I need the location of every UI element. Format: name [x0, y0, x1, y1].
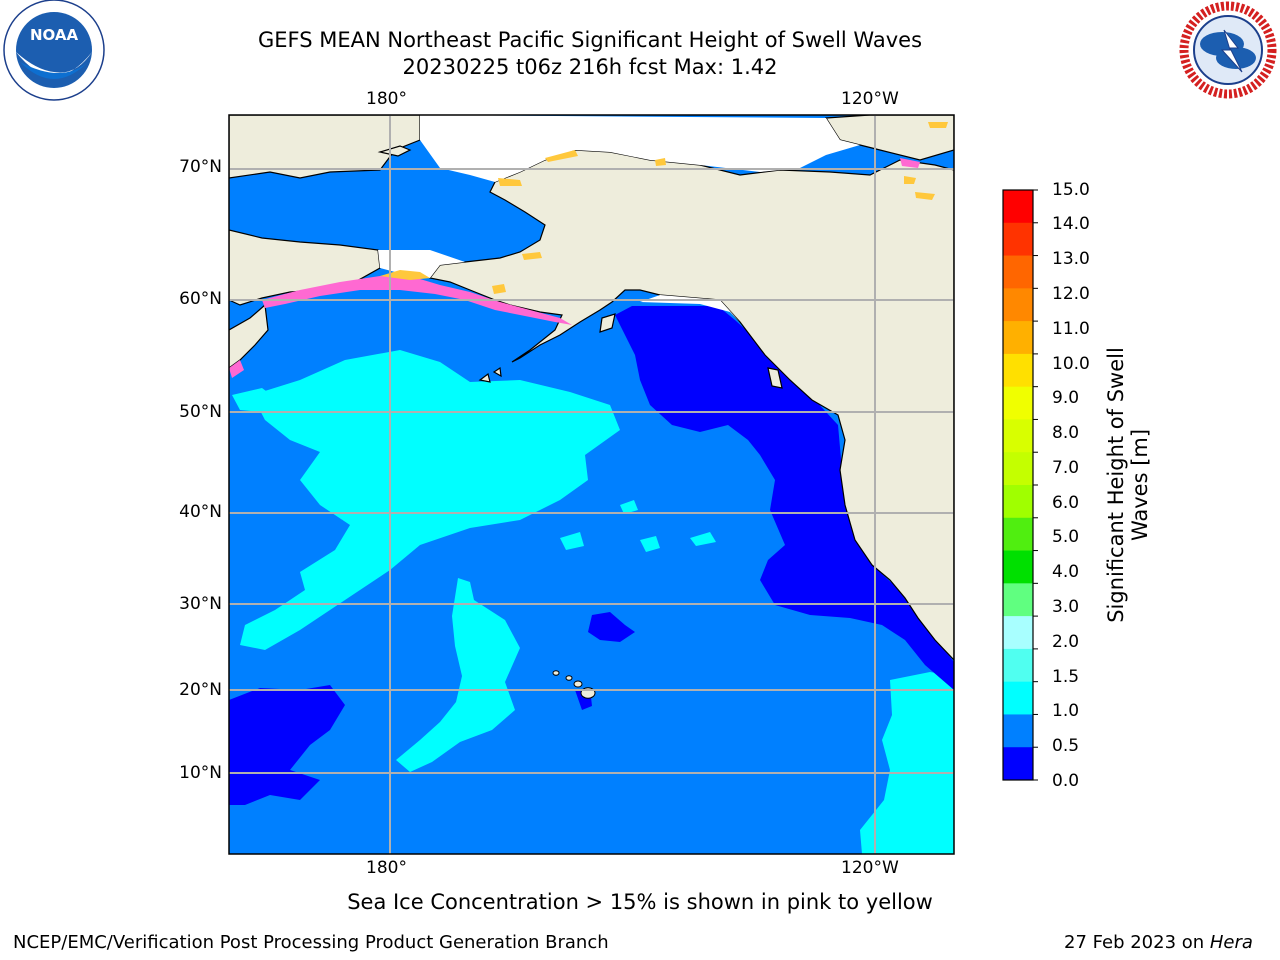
lat-label-40n: 40°N — [179, 502, 222, 522]
swell-region-below-0.5m — [588, 612, 635, 642]
swell-region-1to1.5m — [240, 350, 620, 650]
map-body — [229, 115, 954, 854]
colorbar-swatch — [1003, 386, 1033, 420]
colorbar-label: 0.0 — [1052, 771, 1080, 791]
colorbar-swatch — [1003, 419, 1033, 453]
colorbar-label: 1.5 — [1052, 667, 1080, 687]
landmass — [428, 149, 954, 363]
sea-ice-fringe — [498, 178, 522, 186]
colorbar-label: 15.0 — [1052, 180, 1090, 200]
landmass — [229, 303, 269, 369]
swell-region-1to1.5m — [560, 532, 584, 550]
colorbar-swatch — [1003, 190, 1033, 224]
colorbar-label: 7.0 — [1052, 458, 1080, 478]
sea-ice-fringe — [262, 276, 572, 325]
sea-ice-fringe — [522, 252, 542, 260]
chart-subtitle: 20230225 t06z 216h fcst Max: 1.42 — [402, 55, 778, 79]
colorbar-label: 2.0 — [1052, 632, 1080, 652]
colorbar-label: 9.0 — [1052, 388, 1080, 408]
colorbar-label: 8.0 — [1052, 423, 1080, 443]
lat-label-60n: 60°N — [179, 289, 222, 309]
swell-region-below-0.5m — [615, 306, 954, 690]
sea-ice-fringe — [380, 270, 430, 280]
svg-text:NOAA: NOAA — [30, 26, 79, 44]
lat-label-30n: 30°N — [179, 594, 222, 614]
colorbar-label: 13.0 — [1052, 249, 1090, 269]
colorbar-label: 10.0 — [1052, 354, 1090, 374]
sea-ice-fringe — [545, 150, 578, 162]
producer-credit: NCEP/EMC/Verification Post Processing Pr… — [13, 932, 609, 953]
colorbar-label: 0.5 — [1052, 736, 1080, 756]
no-data-area — [420, 115, 860, 182]
swell-region-1to1.5m — [396, 578, 520, 772]
sea-ice-fringe — [904, 176, 916, 184]
landmass — [377, 145, 412, 157]
sea-ice-fringe — [229, 360, 244, 378]
colorbar-swatch — [1003, 321, 1033, 355]
colorbar-swatch — [1003, 485, 1033, 519]
nws-logo — [1178, 0, 1278, 100]
lat-label-20n: 20°N — [179, 680, 222, 700]
colorbar-label: 3.0 — [1052, 597, 1080, 617]
colorbar-label: 4.0 — [1052, 562, 1080, 582]
colorbar-swatch — [1003, 288, 1033, 322]
swell-region-1to1.5m — [620, 500, 638, 514]
sea-ice-fringe — [915, 192, 935, 200]
colorbar-label: 5.0 — [1052, 527, 1080, 547]
swell-region-1to1.5m — [640, 536, 660, 552]
colorbar-label: 11.0 — [1052, 319, 1090, 339]
lon-label-top-180: 180° — [366, 89, 407, 109]
swell-region-below-0.5m — [660, 400, 690, 418]
colorbar-swatch — [1003, 583, 1033, 617]
lon-label-top-120w: 120°W — [841, 89, 899, 109]
colorbar-swatch — [1003, 714, 1033, 748]
swell-region-below-0.5m — [229, 685, 345, 805]
sea-ice-note: Sea Ice Concentration > 15% is shown in … — [347, 890, 933, 914]
lon-label-bottom-120w: 120°W — [841, 858, 899, 878]
colorbar-swatch — [1003, 353, 1033, 388]
hawaii-island — [573, 680, 583, 688]
swell-region-1to1.5m — [690, 532, 716, 546]
colorbar-label: 14.0 — [1052, 214, 1090, 234]
swell-region-1to1.5m — [232, 388, 278, 412]
generation-date: 27 Feb 2023 on Hera — [1064, 932, 1253, 953]
colorbar-label: 12.0 — [1052, 284, 1090, 304]
colorbar-title: Significant Height of Swell Waves [m] — [1104, 347, 1152, 623]
landmass — [718, 299, 954, 661]
lat-label-50n: 50°N — [179, 402, 222, 422]
no-data-area — [640, 295, 740, 322]
landmass — [492, 366, 502, 378]
landmass — [478, 372, 491, 383]
colorbar-label: 1.0 — [1052, 701, 1080, 721]
colorbar-label: 6.0 — [1052, 493, 1080, 513]
lon-label-bottom-180: 180° — [366, 858, 407, 878]
sea-ice-fringe — [900, 158, 920, 168]
colorbar-swatch — [1003, 517, 1033, 552]
landmass — [767, 367, 783, 389]
chart-title: GEFS MEAN Northeast Pacific Significant … — [257, 28, 923, 52]
landmass — [599, 313, 616, 333]
colorbar-swatch — [1003, 255, 1033, 289]
colorbar-swatch — [1003, 747, 1033, 781]
hawaii-island — [552, 670, 560, 676]
lat-label-10n: 10°N — [179, 763, 222, 783]
colorbar-swatch — [1003, 648, 1033, 683]
colorbar-swatch — [1003, 452, 1033, 486]
noaa-logo: NOAA — [3, 0, 105, 101]
sea-ice-fringe — [655, 158, 666, 166]
colorbar-swatch — [1003, 616, 1033, 650]
sea-ice-fringe — [928, 122, 948, 128]
map-frame — [228, 114, 955, 855]
sea-ice-fringe — [492, 284, 506, 294]
colorbar-swatch — [1003, 550, 1033, 584]
hawaii-island — [565, 675, 573, 681]
colorbar-swatch — [1003, 681, 1033, 715]
lat-label-70n: 70°N — [179, 157, 222, 177]
colorbar-swatch — [1003, 222, 1033, 257]
machine-name: Hera — [1209, 932, 1253, 953]
swell-region-1to1.5m — [860, 672, 954, 854]
